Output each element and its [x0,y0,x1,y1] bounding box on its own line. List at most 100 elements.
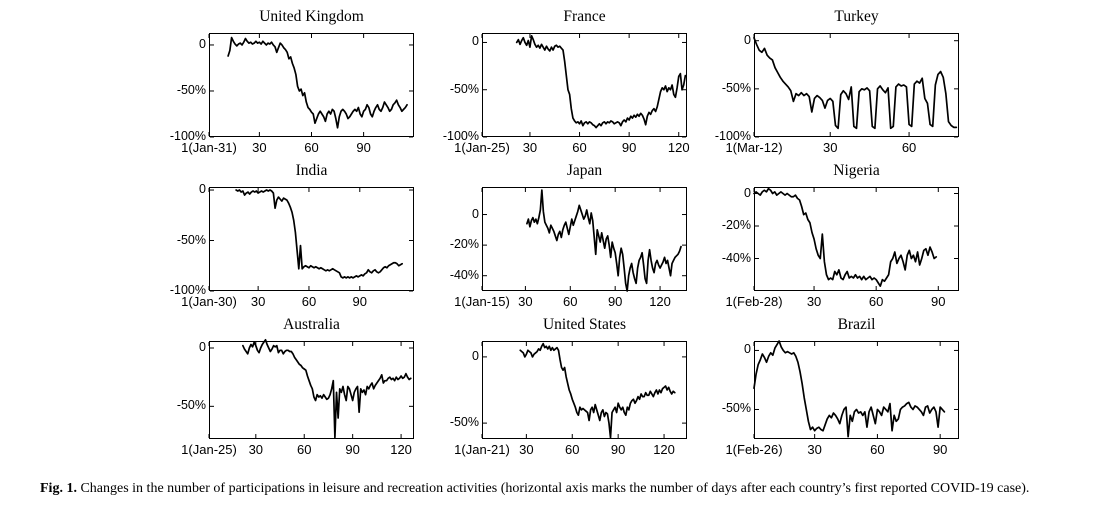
chart-panel-france: France 1(Jan-25) 30 60 90 120 0 -50% -100% [441,6,713,158]
plot-area [481,341,687,439]
axis-box [482,33,687,137]
plot-area [481,33,687,138]
y-tick-label: -40% [449,267,479,282]
x-tick-label: 30 [822,140,838,155]
x-tick-label: 30 [252,140,267,155]
data-line-india [235,189,403,279]
y-tick-label: 0 [199,36,206,51]
x-tick-label: 90 [610,442,626,457]
x-tick-label: 60 [301,294,317,309]
x-tick-label: 90 [932,442,948,457]
x-tick-label: 1(Jan-25) [454,140,510,155]
y-tick-label: 0 [472,348,479,363]
chart-title: India [295,162,328,179]
x-tick-label: 60 [901,140,917,155]
y-tick-label: -100% [169,129,206,143]
x-tick-label: 1(Jan-31) [181,140,237,155]
chart-panel-brazil: Brazil 1(Feb-26) 30 60 90 0 -50% [713,314,985,466]
y-tick-label: -50% [176,82,206,97]
y-tick-label: 0 [472,206,479,221]
y-tick-label: -100% [442,129,479,143]
y-tick-label: -50% [176,398,206,413]
y-tick-label: -40% [721,250,751,265]
x-tick-label: 90 [621,140,637,155]
axis-box [209,187,414,291]
chart-panel-australia: Australia 1(Jan-25) 30 60 90 120 0 -50% [168,314,440,466]
y-tick-label: 0 [472,34,479,49]
chart-title: Nigeria [833,162,880,179]
data-line-france [515,34,687,129]
x-tick-label: 30 [806,294,822,309]
chart-title: France [563,8,606,25]
chart-panel-nigeria: Nigeria 1(Feb-28) 30 60 90 0 -20% -40% [713,160,985,312]
data-line-united-states [519,342,676,439]
figure-panel-grid: United Kingdom 1(Jan-31) 30 60 90 0 -50% -100% F… [168,6,1108,476]
x-tick-label: 30 [807,442,822,457]
axis-box [209,33,414,137]
x-tick-label: 30 [250,294,266,309]
chart-title: United Kingdom [259,8,364,25]
x-tick-label: 1(Jan-21) [454,442,510,457]
plot-area [753,340,959,439]
axis-box [482,187,687,291]
data-line-united-kingdom [227,36,408,129]
x-tick-label: 60 [297,442,312,457]
plot-area [481,187,687,292]
x-tick-label: 60 [565,442,580,457]
x-tick-label: 90 [352,294,368,309]
x-tick-label: 1(Mar-12) [725,140,783,155]
y-tick-label: -50% [721,80,751,95]
x-tick-label: 30 [522,140,538,155]
x-tick-label: 90 [356,140,371,155]
x-tick-label: 1(Feb-26) [725,442,783,457]
x-tick-label: 120 [667,140,690,155]
y-tick-label: 0 [744,185,751,200]
y-tick-label: -50% [176,232,206,247]
y-tick-label: -20% [721,218,751,232]
y-tick-label: 0 [199,340,206,354]
y-tick-label: 0 [744,32,751,47]
x-tick-label: 1(Jan-15) [454,294,510,309]
x-tick-label: 60 [572,140,587,155]
chart-panel-united-states: United States 1(Jan-21) 30 60 90 120 0 -50% [441,314,713,466]
y-tick-label: -50% [449,415,479,430]
axis-box [754,187,959,291]
chart-title: Australia [283,316,340,333]
y-tick-label: -20% [449,237,479,252]
data-line-japan [526,189,682,292]
chart-title: Turkey [834,8,879,25]
x-tick-label: 60 [304,140,319,155]
plot-area [753,187,959,291]
plot-area [208,187,414,292]
y-tick-label: -100% [169,283,206,297]
chart-title: Japan [566,162,603,179]
chart-title: Brazil [837,316,876,333]
x-tick-label: 90 [931,294,946,309]
axis-box [754,33,959,137]
axis-box [482,341,687,439]
chart-panel-united-kingdom: United Kingdom 1(Jan-31) 30 60 90 0 -50% -100% [168,6,440,158]
x-tick-label: 120 [649,294,671,309]
data-line-australia [242,338,412,439]
chart-panel-india: India 1(Jan-30) 30 60 90 0 -50% -100% [168,160,440,312]
x-tick-label: 120 [653,442,675,457]
x-tick-label: 60 [870,442,885,457]
chart-panel-turkey: Turkey 1(Mar-12) 30 60 0 -50% -100% [713,6,985,158]
x-tick-label: 60 [868,294,884,309]
data-line-turkey [753,36,958,130]
plot-area [208,33,414,138]
x-tick-label: 90 [345,442,360,457]
axis-box [754,341,959,439]
axis-box [209,341,414,439]
x-tick-label: 1(Jan-25) [181,442,237,457]
x-tick-label: 120 [390,442,412,457]
chart-panel-japan: Japan 1(Jan-15) 30 60 90 120 0 -20% -40% [441,160,713,312]
caption-label: Fig. 1. [40,481,77,496]
chart-title: United States [542,316,627,333]
figure-caption: Fig. 1. Changes in the number of partici… [40,478,1065,499]
x-tick-label: 1(Jan-30) [181,294,237,309]
plot-area [753,33,959,138]
x-tick-label: 1(Feb-28) [725,294,783,309]
data-line-nigeria [753,187,938,287]
